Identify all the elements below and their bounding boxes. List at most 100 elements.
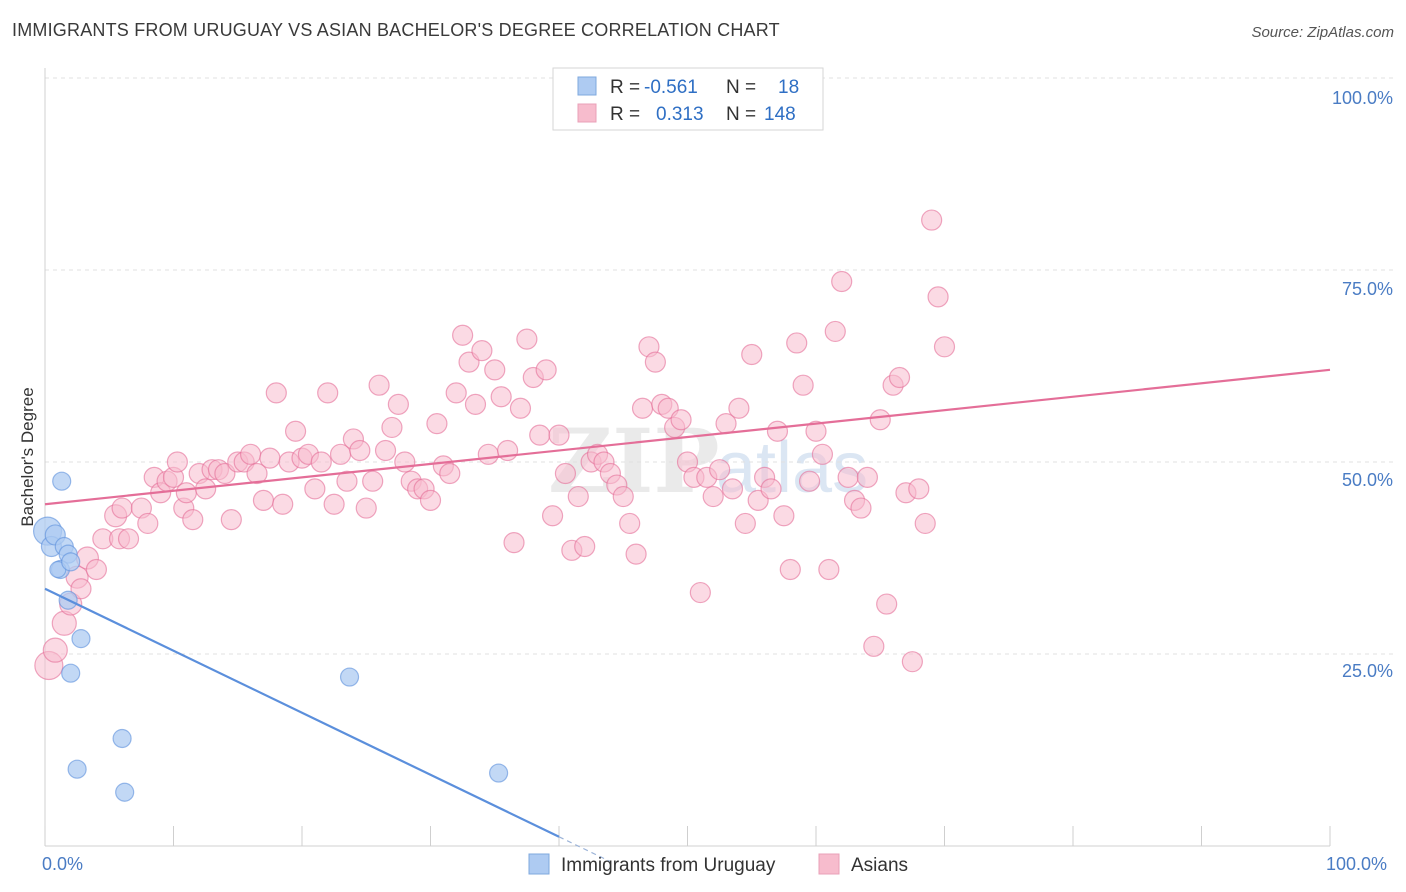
asian-point-21 — [175, 482, 197, 504]
asian-point-73 — [509, 397, 532, 419]
uruguay-points — [32, 471, 509, 802]
asian-point-109 — [741, 343, 763, 366]
asian-point-42 — [310, 451, 332, 473]
asian-point-138 — [927, 286, 949, 308]
asian-point-53 — [381, 416, 403, 439]
asian-point-114 — [773, 505, 795, 527]
grid-lines — [45, 77, 1393, 655]
asian-point-136 — [914, 512, 936, 535]
asian-point-130 — [876, 593, 898, 615]
asian-point-62 — [439, 462, 461, 485]
asian-point-92 — [631, 397, 654, 419]
asian-point-12 — [117, 528, 140, 550]
asian-point-67 — [471, 340, 493, 362]
asian-point-119 — [805, 420, 827, 442]
legend-r-label-uruguay: R = — [610, 77, 640, 98]
uruguay-trend-extension — [558, 836, 611, 863]
x-axis-ticks — [44, 826, 1331, 846]
legend-r-value-uruguay: -0.561 — [644, 77, 698, 98]
bottom-legend-swatch-asians — [818, 853, 840, 875]
asian-point-139 — [933, 336, 956, 358]
asian-point-78 — [541, 505, 564, 527]
asian-point-55 — [394, 451, 416, 473]
asian-point-121 — [818, 558, 840, 581]
asian-point-19 — [166, 451, 188, 473]
asian-point-34 — [259, 447, 281, 469]
asian-point-101 — [689, 581, 711, 604]
asian-point-28 — [220, 508, 242, 531]
legend-n-label-asians: N = — [726, 104, 756, 125]
asian-point-70 — [490, 386, 512, 408]
asian-point-128 — [863, 635, 885, 657]
asian-point-72 — [503, 532, 525, 554]
asian-point-116 — [786, 332, 808, 354]
asian-point-135 — [908, 478, 930, 500]
bottom-legend-label-asians: Asians — [851, 855, 908, 876]
asian-point-22 — [182, 508, 204, 531]
asian-point-68 — [477, 443, 499, 465]
asian-point-103 — [702, 485, 724, 508]
asian-point-137 — [921, 209, 943, 231]
asian-point-91 — [625, 543, 647, 565]
uruguay-point-12 — [67, 759, 87, 779]
y-tick-25: 25.0% — [1342, 661, 1393, 681]
asian-point-48 — [349, 439, 371, 462]
uruguay-point-10 — [71, 629, 91, 649]
asian-point-60 — [426, 413, 448, 435]
uruguay-point-14 — [115, 782, 135, 802]
asian-point-59 — [419, 489, 442, 511]
asian-point-115 — [779, 558, 801, 581]
asian-point-50 — [362, 470, 384, 492]
asian-point-90 — [619, 512, 641, 535]
asian-point-31 — [240, 443, 262, 465]
bottom-legend-swatch-uruguay — [528, 853, 550, 875]
asian-point-129 — [869, 409, 891, 431]
asian-point-35 — [265, 382, 287, 404]
y-axis-label: Bachelor's Degree — [18, 387, 37, 526]
asian-point-123 — [831, 270, 853, 293]
chart-source: Source: ZipAtlas.com — [1251, 24, 1394, 41]
asian-point-38 — [284, 420, 307, 442]
asian-point-14 — [137, 512, 159, 535]
asians-points — [34, 209, 956, 681]
asian-point-32 — [246, 462, 268, 485]
asian-point-112 — [760, 478, 782, 500]
asian-point-94 — [644, 351, 666, 373]
y-tick-75: 75.0% — [1342, 279, 1393, 299]
asian-point-126 — [850, 497, 872, 519]
asian-point-113 — [766, 420, 789, 442]
stats-legend: R = -0.561 N = 18 R = 0.313 N = 148 — [552, 67, 824, 131]
asian-point-132 — [888, 366, 911, 389]
asian-point-89 — [612, 485, 634, 508]
uruguay-point-8 — [61, 552, 81, 572]
uruguay-point-15 — [339, 667, 360, 687]
asian-point-64 — [452, 324, 474, 346]
asian-point-127 — [856, 466, 879, 488]
uruguay-trend-line — [44, 587, 560, 838]
stats-legend-box — [552, 67, 824, 131]
bottom-legend-label-uruguay: Immigrants from Uruguay — [561, 855, 776, 876]
asian-point-11 — [111, 497, 133, 519]
y-tick-50: 50.0% — [1342, 470, 1393, 490]
asian-point-52 — [374, 439, 397, 462]
asian-point-46 — [336, 470, 358, 492]
asian-point-83 — [574, 535, 596, 558]
asian-point-120 — [811, 443, 834, 465]
uruguay-point-16 — [489, 763, 509, 783]
legend-n-value-uruguay: 18 — [778, 77, 799, 98]
legend-r-value-asians: 0.313 — [656, 104, 704, 125]
x-tick-0: 0.0% — [42, 854, 83, 874]
asian-point-1 — [42, 637, 68, 663]
asian-point-74 — [516, 328, 538, 350]
asian-point-80 — [554, 462, 577, 485]
asian-point-41 — [304, 478, 326, 500]
legend-swatch-asians — [577, 103, 597, 123]
asian-point-49 — [355, 497, 377, 519]
asian-point-134 — [901, 651, 923, 673]
asian-point-5 — [70, 578, 92, 600]
x-tick-100: 100.0% — [1326, 854, 1387, 874]
asian-point-98 — [670, 409, 692, 431]
legend-swatch-uruguay — [577, 76, 597, 96]
asian-point-124 — [837, 466, 859, 488]
